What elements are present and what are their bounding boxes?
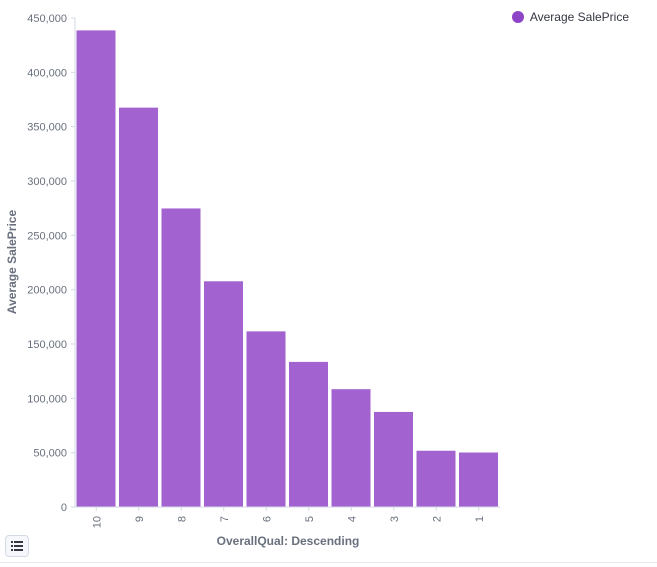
legend-label: Average SalePrice xyxy=(529,10,629,24)
bar-10[interactable] xyxy=(76,30,116,508)
y-axis: 0 50,000 100,000 150,000 200,000 250,000 300,0… xyxy=(27,13,76,514)
x-tick-label: 1 xyxy=(474,516,486,522)
bar-7[interactable] xyxy=(204,281,243,507)
y-tick-label: 0 xyxy=(61,502,67,514)
y-tick-label: 300,000 xyxy=(27,176,67,188)
x-tick-label: 9 xyxy=(134,516,146,522)
bar-8[interactable] xyxy=(161,208,201,507)
x-tick-label: 10 xyxy=(91,516,103,528)
y-tick-label: 150,000 xyxy=(27,339,67,351)
y-tick-label: 400,000 xyxy=(27,67,67,79)
x-tick-label: 8 xyxy=(176,516,188,522)
x-tick-label: 2 xyxy=(431,516,443,522)
bar-9[interactable] xyxy=(119,107,158,508)
bar-3[interactable] xyxy=(374,411,413,507)
y-tick-label: 50,000 xyxy=(33,448,67,460)
bar-1[interactable] xyxy=(459,452,498,507)
x-tick-label: 5 xyxy=(304,516,316,522)
legend-swatch xyxy=(511,11,524,23)
bar-4[interactable] xyxy=(331,389,371,507)
y-tick-label: 250,000 xyxy=(27,230,67,242)
y-tick-label: 100,000 xyxy=(27,393,67,405)
y-tick-label: 200,000 xyxy=(27,285,67,297)
y-tick-label: 450,000 xyxy=(27,13,67,25)
bar-6[interactable] xyxy=(246,331,286,507)
x-axis: 10 9 8 7 6 5 4 3 2 1 xyxy=(75,506,500,528)
bar-2[interactable] xyxy=(416,450,456,507)
y-tick-label: 350,000 xyxy=(27,122,67,134)
bar-5[interactable] xyxy=(289,361,328,507)
legend[interactable]: Average SalePrice xyxy=(511,10,629,24)
x-tick-label: 7 xyxy=(219,516,231,522)
y-axis-title: Average SalePrice xyxy=(5,210,19,315)
x-axis-title: OverallQual: Descending xyxy=(217,534,360,548)
x-tick-label: 3 xyxy=(389,516,401,522)
legend-toggle-button[interactable] xyxy=(5,535,29,557)
x-tick-label: 4 xyxy=(346,516,358,522)
x-tick-label: 6 xyxy=(261,516,273,522)
bars xyxy=(76,30,498,508)
footer-divider xyxy=(0,562,657,563)
list-icon xyxy=(11,541,23,551)
